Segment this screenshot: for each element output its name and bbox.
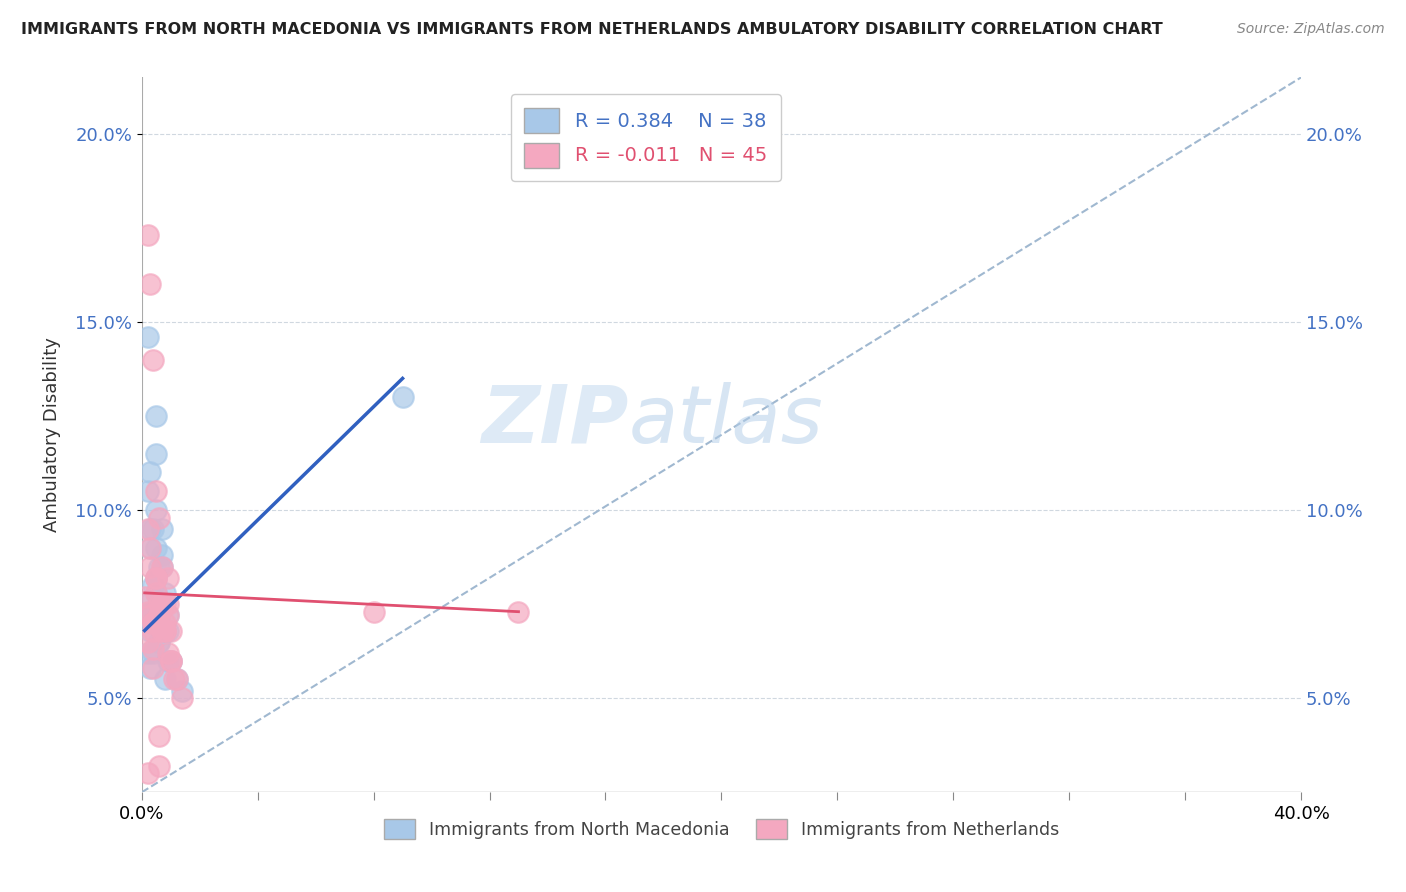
Point	[148, 597, 170, 611]
Point	[145, 484, 167, 499]
Point	[145, 586, 167, 600]
Point	[162, 673, 184, 687]
Point	[139, 661, 162, 675]
Point	[150, 624, 173, 638]
Point	[148, 759, 170, 773]
Text: ZIP: ZIP	[481, 382, 628, 459]
Point	[150, 559, 173, 574]
Legend: R = 0.384    N = 38, R = -0.011   N = 45: R = 0.384 N = 38, R = -0.011 N = 45	[510, 95, 780, 181]
Text: Source: ZipAtlas.com: Source: ZipAtlas.com	[1237, 22, 1385, 37]
Point	[153, 673, 176, 687]
Point	[136, 605, 159, 619]
Point	[142, 646, 165, 660]
Point	[153, 624, 176, 638]
Point	[148, 608, 170, 623]
Point	[156, 646, 179, 660]
Point	[136, 634, 159, 648]
Point	[166, 673, 188, 687]
Point	[156, 654, 179, 668]
Point	[134, 590, 156, 604]
Point	[153, 597, 176, 611]
Point	[136, 330, 159, 344]
Point	[139, 522, 162, 536]
Point	[148, 510, 170, 524]
Point	[166, 673, 188, 687]
Point	[145, 571, 167, 585]
Point	[139, 624, 162, 638]
Point	[136, 484, 159, 499]
Point	[139, 541, 162, 555]
Point	[156, 597, 179, 611]
Point	[150, 559, 173, 574]
Point	[159, 654, 181, 668]
Point	[156, 608, 179, 623]
Text: IMMIGRANTS FROM NORTH MACEDONIA VS IMMIGRANTS FROM NETHERLANDS AMBULATORY DISABI: IMMIGRANTS FROM NORTH MACEDONIA VS IMMIG…	[21, 22, 1163, 37]
Point	[508, 605, 530, 619]
Point	[153, 586, 176, 600]
Point	[142, 642, 165, 657]
Point	[148, 634, 170, 648]
Point	[145, 541, 167, 555]
Point	[172, 683, 194, 698]
Point	[391, 390, 413, 404]
Point	[363, 605, 385, 619]
Point	[145, 503, 167, 517]
Point	[139, 277, 162, 292]
Point	[148, 729, 170, 743]
Point	[159, 654, 181, 668]
Point	[153, 624, 176, 638]
Point	[145, 571, 167, 585]
Point	[139, 466, 162, 480]
Text: atlas: atlas	[628, 382, 824, 459]
Point	[136, 522, 159, 536]
Point	[159, 624, 181, 638]
Point	[139, 559, 162, 574]
Point	[142, 615, 165, 630]
Y-axis label: Ambulatory Disability: Ambulatory Disability	[44, 337, 60, 533]
Point	[145, 447, 167, 461]
Point	[153, 615, 176, 630]
Point	[139, 608, 162, 623]
Point	[142, 605, 165, 619]
Point	[136, 597, 159, 611]
Point	[150, 548, 173, 562]
Point	[148, 608, 170, 623]
Point	[148, 634, 170, 648]
Point	[142, 522, 165, 536]
Point	[148, 559, 170, 574]
Point	[142, 661, 165, 675]
Point	[142, 624, 165, 638]
Point	[153, 624, 176, 638]
Point	[150, 597, 173, 611]
Point	[134, 608, 156, 623]
Point	[136, 228, 159, 243]
Point	[148, 597, 170, 611]
Point	[172, 691, 194, 706]
Point	[136, 646, 159, 660]
Point	[139, 541, 162, 555]
Point	[156, 571, 179, 585]
Point	[156, 608, 179, 623]
Point	[159, 654, 181, 668]
Point	[145, 409, 167, 423]
Point	[156, 624, 179, 638]
Point	[142, 615, 165, 630]
Point	[142, 352, 165, 367]
Point	[142, 608, 165, 623]
Point	[145, 571, 167, 585]
Point	[142, 578, 165, 592]
Point	[136, 766, 159, 780]
Point	[150, 522, 173, 536]
Point	[145, 586, 167, 600]
